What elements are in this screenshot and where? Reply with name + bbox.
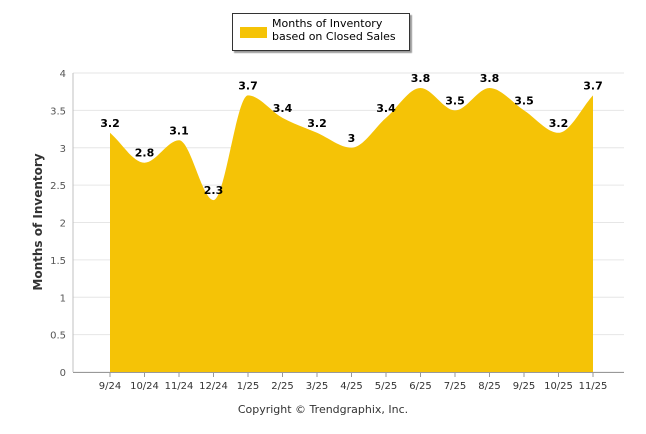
- x-tick-label: 7/25: [444, 381, 466, 392]
- x-tick-label: 4/25: [340, 381, 362, 392]
- y-tick-label: 0.5: [50, 331, 66, 342]
- x-tick-label: 10/24: [130, 381, 159, 392]
- x-tick-label: 12/24: [199, 381, 228, 392]
- data-label: 2.3: [204, 184, 224, 197]
- y-tick-label: 4: [60, 69, 66, 80]
- y-tick-label: 3: [60, 144, 66, 155]
- x-tick-label: 9/25: [513, 381, 535, 392]
- series-area: [110, 87, 593, 372]
- data-label: 3.5: [445, 94, 465, 107]
- y-tick-label: 2.5: [50, 181, 66, 192]
- x-tick-label: 11/25: [579, 381, 608, 392]
- x-tick-label: 5/25: [375, 381, 397, 392]
- data-labels: 3.2 2.8 3.1 2.3 3.7 3.4 3.2 3 3.4 3.8 3.5 3.8 3.5 3.2…: [100, 72, 603, 197]
- data-label: 3.8: [411, 72, 431, 85]
- series-area-fill: [110, 87, 593, 372]
- data-label: 3.1: [169, 124, 189, 137]
- x-tick-label: 11/24: [165, 381, 194, 392]
- x-tick-label: 10/25: [544, 381, 573, 392]
- x-tick-label: 8/25: [478, 381, 500, 392]
- data-label: 3.4: [273, 102, 293, 115]
- copyright-text: Copyright © Trendgraphix, Inc.: [237, 403, 409, 416]
- data-label: 3.4: [376, 102, 396, 115]
- x-tick-label: 9/24: [99, 381, 121, 392]
- legend-label: Months of Inventory based on Closed Sale…: [272, 17, 396, 43]
- x-tick-label: 6/25: [409, 381, 431, 392]
- data-label: 3: [348, 132, 356, 145]
- y-tick-label: 0: [60, 368, 66, 379]
- y-tick-label: 1: [60, 293, 66, 304]
- y-axis-title: Months of Inventory: [31, 153, 45, 291]
- x-tick-label: 3/25: [306, 381, 328, 392]
- data-label: 3.5: [514, 94, 534, 107]
- data-label: 3.2: [307, 117, 327, 130]
- data-label: 3.2: [549, 117, 569, 130]
- data-label: 3.8: [480, 72, 500, 85]
- y-tick-label: 3.5: [50, 106, 66, 117]
- data-label: 3.7: [238, 79, 258, 92]
- y-tick-label: 1.5: [50, 256, 66, 267]
- y-tick-label: 2: [60, 219, 66, 230]
- legend: Months of Inventory based on Closed Sale…: [232, 13, 410, 51]
- data-label: 2.8: [135, 147, 155, 160]
- x-tick-label: 1/25: [237, 381, 259, 392]
- data-label: 3.2: [100, 117, 120, 130]
- legend-swatch: [240, 27, 267, 38]
- axes: 0 0.5 1 1.5 2 2.5 3 3.5 4 9/24 10/24 11/24 12/24 1/25…: [50, 69, 624, 392]
- x-tick-label: 2/25: [271, 381, 293, 392]
- data-label: 3.7: [583, 79, 603, 92]
